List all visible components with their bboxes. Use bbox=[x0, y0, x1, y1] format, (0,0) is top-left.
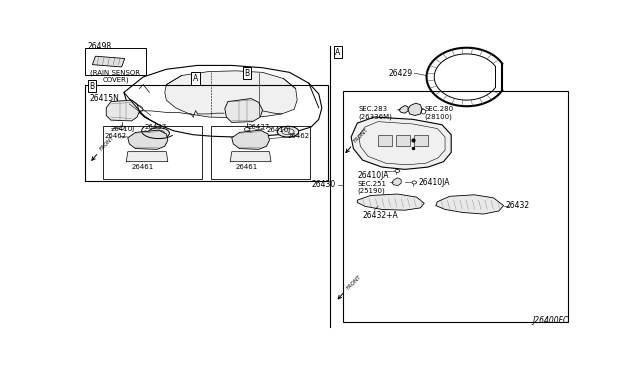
Bar bbox=[84, 85, 328, 181]
Polygon shape bbox=[351, 117, 451, 169]
Text: 26410J: 26410J bbox=[111, 126, 135, 132]
Polygon shape bbox=[164, 71, 297, 118]
Polygon shape bbox=[92, 56, 125, 67]
Text: 26437: 26437 bbox=[145, 124, 167, 130]
Bar bbox=[103, 126, 202, 179]
Ellipse shape bbox=[277, 126, 299, 137]
Bar bbox=[84, 48, 147, 75]
Text: 26462: 26462 bbox=[287, 133, 310, 139]
Polygon shape bbox=[414, 135, 428, 146]
Polygon shape bbox=[124, 65, 322, 137]
Text: 26432: 26432 bbox=[505, 201, 529, 210]
Text: 26410J: 26410J bbox=[266, 127, 291, 133]
Bar bbox=[211, 126, 310, 179]
Polygon shape bbox=[408, 103, 422, 115]
Bar bbox=[344, 91, 568, 322]
Text: 26462: 26462 bbox=[105, 133, 127, 139]
Polygon shape bbox=[396, 135, 410, 146]
Polygon shape bbox=[106, 100, 140, 121]
Polygon shape bbox=[392, 178, 401, 186]
Polygon shape bbox=[436, 195, 504, 214]
Text: SEC.283
(26336M): SEC.283 (26336M) bbox=[359, 106, 393, 120]
Text: B: B bbox=[244, 68, 250, 78]
Text: 26429: 26429 bbox=[388, 68, 413, 78]
Text: 26498: 26498 bbox=[88, 42, 112, 51]
Text: 26410JA: 26410JA bbox=[357, 171, 388, 180]
Text: (RAIN SENSOR
COVER): (RAIN SENSOR COVER) bbox=[90, 69, 141, 83]
Text: 26432+A: 26432+A bbox=[363, 211, 398, 220]
Ellipse shape bbox=[148, 128, 170, 139]
Text: A: A bbox=[193, 74, 198, 83]
Text: 26415N: 26415N bbox=[90, 94, 119, 103]
Polygon shape bbox=[399, 106, 408, 113]
Polygon shape bbox=[126, 152, 168, 162]
Text: A: A bbox=[335, 48, 340, 57]
Text: FRONT: FRONT bbox=[353, 127, 369, 144]
Polygon shape bbox=[230, 152, 271, 162]
Text: B: B bbox=[89, 82, 94, 91]
Text: SEC.280
(28100): SEC.280 (28100) bbox=[424, 106, 453, 120]
Text: J26400FC: J26400FC bbox=[532, 316, 568, 325]
Polygon shape bbox=[378, 135, 392, 146]
Text: 26410JA: 26410JA bbox=[418, 178, 449, 187]
Text: FRONT: FRONT bbox=[99, 135, 115, 152]
Polygon shape bbox=[128, 130, 168, 150]
Text: 26461: 26461 bbox=[236, 164, 258, 170]
Text: 26461: 26461 bbox=[132, 164, 154, 170]
Polygon shape bbox=[357, 194, 424, 210]
Text: 26430: 26430 bbox=[312, 180, 336, 189]
Text: 26437: 26437 bbox=[247, 124, 269, 130]
Text: FRONT: FRONT bbox=[346, 274, 362, 290]
Polygon shape bbox=[225, 99, 262, 122]
Text: SEC.251
(25190): SEC.251 (25190) bbox=[357, 181, 387, 195]
Polygon shape bbox=[232, 130, 269, 150]
